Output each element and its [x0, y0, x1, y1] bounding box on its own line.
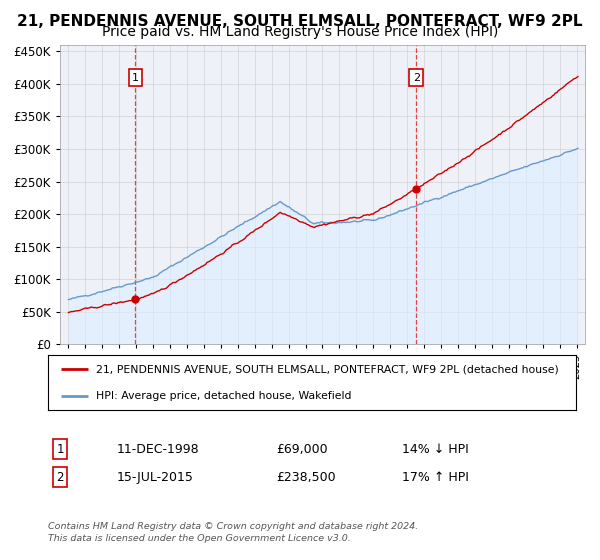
- Text: 1: 1: [56, 442, 64, 456]
- Text: HPI: Average price, detached house, Wakefield: HPI: Average price, detached house, Wake…: [95, 391, 351, 400]
- Text: 2: 2: [413, 73, 420, 83]
- Text: 2: 2: [56, 470, 64, 484]
- Text: £238,500: £238,500: [276, 470, 335, 484]
- Text: 21, PENDENNIS AVENUE, SOUTH ELMSALL, PONTEFRACT, WF9 2PL (detached house): 21, PENDENNIS AVENUE, SOUTH ELMSALL, PON…: [95, 365, 558, 374]
- Text: 11-DEC-1998: 11-DEC-1998: [117, 442, 200, 456]
- Text: 21, PENDENNIS AVENUE, SOUTH ELMSALL, PONTEFRACT, WF9 2PL: 21, PENDENNIS AVENUE, SOUTH ELMSALL, PON…: [17, 14, 583, 29]
- Text: 17% ↑ HPI: 17% ↑ HPI: [402, 470, 469, 484]
- Text: 1: 1: [132, 73, 139, 83]
- Text: 15-JUL-2015: 15-JUL-2015: [117, 470, 194, 484]
- Text: £69,000: £69,000: [276, 442, 328, 456]
- Text: Price paid vs. HM Land Registry's House Price Index (HPI): Price paid vs. HM Land Registry's House …: [102, 25, 498, 39]
- Text: Contains HM Land Registry data © Crown copyright and database right 2024.
This d: Contains HM Land Registry data © Crown c…: [48, 522, 418, 543]
- Text: 14% ↓ HPI: 14% ↓ HPI: [402, 442, 469, 456]
